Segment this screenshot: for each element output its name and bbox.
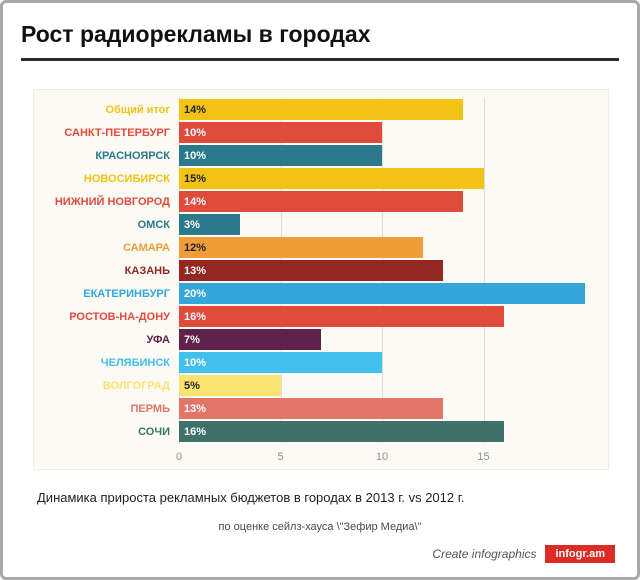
bar-value-label: 10% <box>184 149 207 162</box>
bar-track: 10% <box>179 122 585 143</box>
bar-row: ОМСК 3% <box>138 213 585 236</box>
bar[interactable]: 15% <box>179 168 484 189</box>
bar[interactable]: 7% <box>179 329 322 350</box>
category-label: НИЖНИЙ НОВГОРОД <box>54 195 170 208</box>
bar-value-label: 20% <box>184 287 207 300</box>
bar-chart: 0 5 10 15 Общий итог 14% САНКТ-ПЕТЕРБУРГ 10% КР… <box>33 89 609 470</box>
bar-track: 14% <box>179 191 585 212</box>
category-label: САМАРА <box>122 241 170 254</box>
bar[interactable]: 16% <box>179 306 504 327</box>
bar[interactable]: 10% <box>179 122 382 143</box>
bar-track: 20% <box>179 283 585 304</box>
x-axis-tick: 0 <box>175 451 183 463</box>
bar-value-label: 5% <box>184 379 200 392</box>
bar-row: УФА 7% <box>147 328 585 351</box>
category-label: КРАСНОЯРСК <box>95 149 170 162</box>
bar-value-label: 13% <box>184 402 207 415</box>
category-label: ЧЕЛЯБИНСК <box>100 356 170 369</box>
bar-track: 5% <box>179 375 585 396</box>
x-axis-tick: 5 <box>277 451 284 463</box>
infogram-brand-badge[interactable]: infogr.am <box>545 545 615 563</box>
bar-row: САМАРА 12% <box>123 236 585 259</box>
bar-row: СОЧИ 16% <box>138 420 585 443</box>
category-label: ОМСК <box>137 218 170 231</box>
category-label: САНКТ-ПЕТЕРБУРГ <box>64 126 170 139</box>
bar-track: 10% <box>179 352 585 373</box>
category-label: УФА <box>146 333 170 346</box>
bar-value-label: 15% <box>184 172 207 185</box>
bar-value-label: 14% <box>184 195 207 208</box>
bar-track: 3% <box>179 214 585 235</box>
bar[interactable]: 3% <box>179 214 240 235</box>
bar-row: Общий итог 14% <box>105 98 585 121</box>
bar[interactable]: 14% <box>179 99 464 120</box>
bar-track: 13% <box>179 260 585 281</box>
category-label: ПЕРМЬ <box>130 402 170 415</box>
bar-value-label: 16% <box>184 310 207 323</box>
bar[interactable]: 20% <box>179 283 585 304</box>
bar-track: 12% <box>179 237 585 258</box>
bar-row: НИЖНИЙ НОВГОРОД 14% <box>55 190 585 213</box>
bar-value-label: 12% <box>184 241 207 254</box>
bar[interactable]: 13% <box>179 260 443 281</box>
bar-row: ВОЛГОГРАД 5% <box>103 374 585 397</box>
bar-value-label: 16% <box>184 425 207 438</box>
source-note: по оценке сейлз-хауса \"Зефир Медиа\" <box>218 521 422 533</box>
x-axis-tick: 10 <box>375 451 389 463</box>
bar-value-label: 10% <box>184 126 207 139</box>
bar[interactable]: 10% <box>179 145 382 166</box>
bar-value-label: 14% <box>184 103 207 116</box>
bar-row: ЕКАТЕРИНБУРГ 20% <box>83 282 585 305</box>
bar-track: 16% <box>179 421 585 442</box>
bar-value-label: 13% <box>184 264 207 277</box>
bar-row: ПЕРМЬ 13% <box>130 397 585 420</box>
bar-track: 15% <box>179 168 585 189</box>
x-axis-tick: 15 <box>477 451 490 463</box>
bar[interactable]: 13% <box>179 398 443 419</box>
category-label: НОВОСИБИРСК <box>83 172 170 185</box>
category-label: ЕКАТЕРИНБУРГ <box>83 287 170 300</box>
bar-track: 14% <box>179 99 585 120</box>
bar-track: 16% <box>179 306 585 327</box>
category-label: РОСТОВ-НА-ДОНУ <box>69 310 170 323</box>
bar[interactable]: 14% <box>179 191 464 212</box>
bar-row: РОСТОВ-НА-ДОНУ 16% <box>69 305 585 328</box>
bar-track: 13% <box>179 398 585 419</box>
bar[interactable]: 16% <box>179 421 504 442</box>
bar-row: КАЗАНЬ 13% <box>125 259 585 282</box>
bar-value-label: 7% <box>184 333 200 346</box>
page-title: Рост радиорекламы в городах <box>21 21 371 47</box>
bar-value-label: 3% <box>184 218 200 231</box>
bar-value-label: 10% <box>184 356 207 369</box>
bar-row: САНКТ-ПЕТЕРБУРГ 10% <box>64 121 585 144</box>
chart-rows: Общий итог 14% САНКТ-ПЕТЕРБУРГ 10% КРАСНОЯРС… <box>55 98 585 443</box>
bar[interactable]: 10% <box>179 352 382 373</box>
bar-row: ЧЕЛЯБИНСК 10% <box>101 351 585 374</box>
category-label: Общий итог <box>105 103 170 116</box>
category-label: КАЗАНЬ <box>124 264 170 277</box>
category-label: СОЧИ <box>138 425 170 438</box>
bar-row: НОВОСИБИРСК 15% <box>84 167 585 190</box>
bar[interactable]: 12% <box>179 237 423 258</box>
bar-track: 7% <box>179 329 585 350</box>
category-label: ВОЛГОГРАД <box>102 379 170 392</box>
chart-caption: Динамика прироста рекламных бюджетов в г… <box>37 490 465 505</box>
create-infographics-link[interactable]: Create infographics <box>432 547 537 561</box>
footer: Create infographics infogr.am <box>432 545 615 563</box>
bar-track: 10% <box>179 145 585 166</box>
bar-row: КРАСНОЯРСК 10% <box>95 144 585 167</box>
title-underline <box>21 58 619 61</box>
bar[interactable]: 5% <box>179 375 281 396</box>
